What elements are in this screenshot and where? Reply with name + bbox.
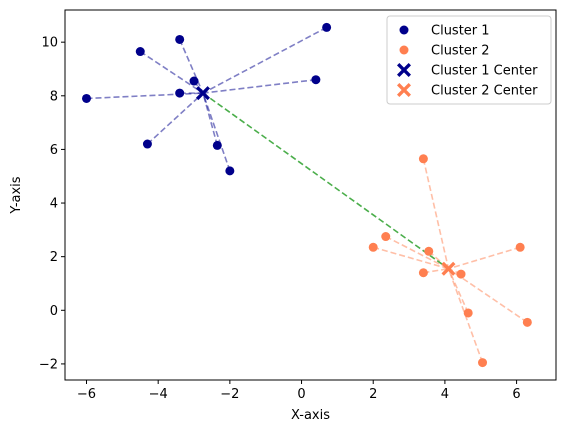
legend-marker bbox=[397, 63, 411, 77]
legend-label: Cluster 1 bbox=[431, 24, 490, 39]
connection-line bbox=[372, 246, 449, 270]
legend-marker bbox=[399, 25, 409, 35]
data-point bbox=[175, 34, 185, 44]
data-point bbox=[311, 75, 321, 85]
cluster-centers bbox=[195, 86, 456, 276]
data-point bbox=[82, 93, 92, 103]
data-point bbox=[175, 88, 185, 98]
connection-line bbox=[139, 50, 204, 94]
y-tick-label: 2 bbox=[50, 250, 58, 265]
center-marker bbox=[195, 86, 210, 101]
data-point bbox=[456, 269, 466, 279]
connection-line bbox=[86, 92, 204, 100]
y-tick-label: 10 bbox=[41, 36, 58, 51]
y-tick-label: 6 bbox=[50, 143, 58, 158]
data-point bbox=[522, 317, 532, 327]
legend-marker bbox=[397, 83, 411, 97]
x-axis-label: X-axis bbox=[291, 408, 330, 423]
x-tick-label: 0 bbox=[297, 387, 305, 402]
y-axis-ticks: −2 0 2 4 6 8 10 bbox=[39, 36, 65, 372]
y-axis-label: Y-axis bbox=[9, 176, 24, 214]
data-point bbox=[189, 76, 199, 86]
data-point bbox=[225, 166, 235, 176]
legend-label: Cluster 2 Center bbox=[431, 84, 538, 99]
y-tick-label: 0 bbox=[50, 304, 58, 319]
x-tick-label: 2 bbox=[369, 387, 377, 402]
x-axis-ticks: −6 −4 −2 0 2 4 6 bbox=[77, 380, 521, 402]
data-point bbox=[463, 308, 473, 318]
x-tick-label: −2 bbox=[220, 387, 239, 402]
x-tick-label: −4 bbox=[149, 387, 168, 402]
connection-line bbox=[178, 39, 204, 94]
x-tick-label: 6 bbox=[512, 387, 520, 402]
connection-line bbox=[202, 78, 316, 94]
connection-line bbox=[146, 92, 204, 145]
data-point bbox=[142, 139, 152, 149]
connection-line bbox=[448, 246, 521, 270]
data-point bbox=[368, 242, 378, 252]
connection-line bbox=[385, 235, 449, 270]
legend-label: Cluster 2 bbox=[431, 44, 490, 59]
y-tick-label: 8 bbox=[50, 89, 58, 104]
data-point bbox=[322, 22, 332, 32]
data-point bbox=[478, 358, 488, 368]
data-point bbox=[381, 232, 391, 242]
y-tick-label: 4 bbox=[50, 197, 58, 212]
data-point bbox=[418, 154, 428, 164]
legend-label: Cluster 1 Center bbox=[431, 64, 538, 79]
connection-line bbox=[202, 92, 231, 172]
center-marker bbox=[441, 261, 456, 276]
legend-items: Cluster 1 Cluster 2 Cluster 1 Center Cluste… bbox=[397, 24, 538, 99]
data-point bbox=[212, 140, 222, 150]
data-point bbox=[515, 242, 525, 252]
data-point bbox=[424, 246, 434, 256]
legend: Cluster 1 Cluster 2 Cluster 1 Center Cluste… bbox=[386, 15, 552, 105]
x-tick-label: 4 bbox=[441, 387, 449, 402]
x-tick-label: −6 bbox=[77, 387, 96, 402]
connection-line bbox=[422, 158, 450, 269]
data-point bbox=[418, 268, 428, 278]
connection-line bbox=[448, 268, 528, 324]
legend-marker bbox=[399, 45, 409, 55]
plot-frame bbox=[64, 9, 557, 381]
y-tick-label: −2 bbox=[39, 357, 58, 372]
center-link-line bbox=[202, 92, 449, 270]
connection-line bbox=[202, 26, 328, 94]
data-points bbox=[82, 22, 532, 368]
data-point bbox=[135, 47, 145, 57]
legend-box bbox=[386, 15, 552, 105]
